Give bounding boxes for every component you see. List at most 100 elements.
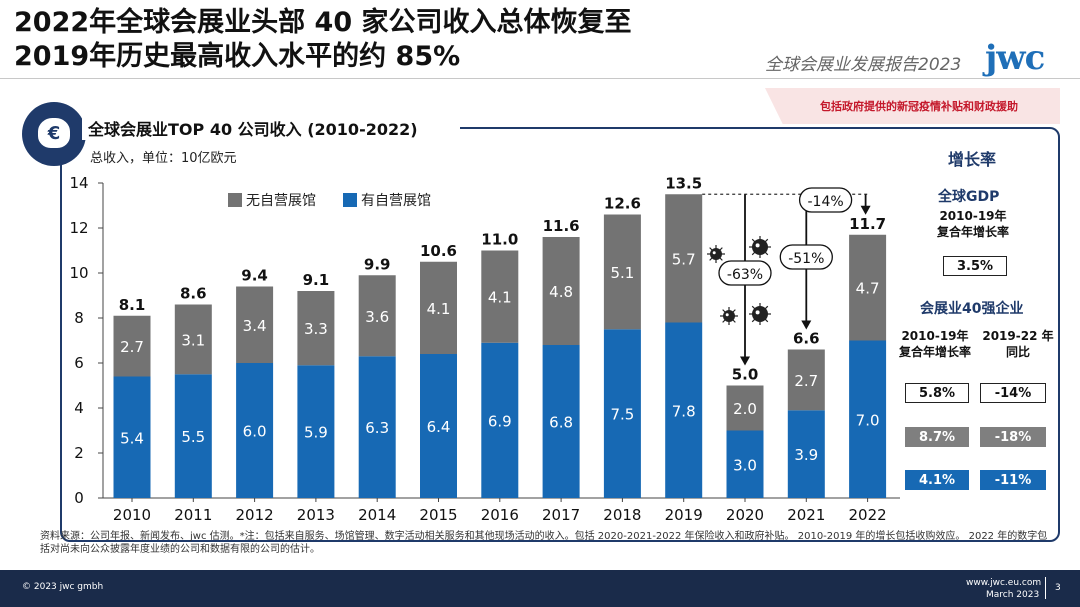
data-label-no-venue: 3.1 bbox=[181, 331, 205, 349]
x-tick-label: 2016 bbox=[481, 506, 519, 524]
bar-no-venue bbox=[787, 349, 825, 411]
growth-title: 增长率 bbox=[948, 150, 997, 169]
total-label: 8.1 bbox=[119, 296, 146, 314]
bar-with-venue bbox=[358, 356, 396, 498]
total-label: 11.0 bbox=[481, 231, 518, 249]
x-tick-label: 2011 bbox=[174, 506, 212, 524]
total-label: 9.1 bbox=[303, 271, 330, 289]
change-callout bbox=[718, 260, 772, 286]
data-label-no-venue: 5.1 bbox=[610, 264, 634, 282]
chart-title-backdrop bbox=[82, 114, 460, 140]
bar-no-venue bbox=[174, 304, 212, 375]
footer-url[interactable]: www.jwc.eu.com bbox=[966, 578, 1042, 588]
bar-with-venue bbox=[665, 322, 703, 498]
x-tick-label: 2018 bbox=[603, 506, 641, 524]
total-label: 9.9 bbox=[364, 255, 391, 273]
bar-no-venue bbox=[358, 275, 396, 357]
virus-icon bbox=[752, 239, 768, 255]
cagr-head-line1: 2010-19年 bbox=[901, 329, 969, 343]
data-label-with-venue: 6.8 bbox=[549, 414, 573, 432]
cagr-head-line2: 复合年增长率 bbox=[898, 345, 971, 359]
yoy-no-venue: -18% bbox=[980, 427, 1046, 447]
chart-title: 全球会展业TOP 40 公司收入 (2010-2022) bbox=[88, 120, 418, 139]
gdp-value: 3.5% bbox=[943, 256, 1007, 276]
bar-no-venue bbox=[665, 194, 703, 323]
x-tick-label: 2021 bbox=[787, 506, 825, 524]
footer-bar bbox=[0, 570, 1080, 607]
bar-with-venue bbox=[787, 410, 825, 498]
data-label-no-venue: 2.7 bbox=[794, 372, 818, 390]
x-tick-label: 2020 bbox=[726, 506, 764, 524]
total-label: 10.6 bbox=[420, 242, 457, 260]
y-tick-label: 14 bbox=[69, 174, 88, 192]
bar-no-venue bbox=[113, 315, 151, 377]
data-label-with-venue: 3.0 bbox=[733, 456, 757, 474]
legend-swatch-gray bbox=[228, 193, 242, 207]
bar-no-venue bbox=[849, 234, 887, 341]
data-label-with-venue: 7.0 bbox=[856, 411, 880, 429]
data-label-with-venue: 5.5 bbox=[181, 428, 205, 446]
x-tick-label: 2010 bbox=[113, 506, 151, 524]
bar-with-venue bbox=[542, 345, 580, 498]
bar-no-venue bbox=[420, 261, 457, 354]
report-name: 全球会展业发展报告2023 bbox=[765, 55, 962, 75]
drop-arrow-head bbox=[860, 205, 871, 215]
y-tick-label: 6 bbox=[74, 354, 84, 372]
bar-no-venue bbox=[603, 214, 641, 330]
y-tick-label: 4 bbox=[74, 399, 84, 417]
bar-no-venue bbox=[481, 250, 519, 343]
gdp-sub-line1: 2010-19年 bbox=[939, 209, 1007, 223]
total-label: 5.0 bbox=[732, 366, 759, 384]
bar-with-venue bbox=[113, 376, 151, 498]
page-title-line2: 2019年历史最高收入水平的约 85% bbox=[14, 41, 461, 72]
bar-with-venue bbox=[174, 374, 212, 498]
source-footnote: 资料来源：公司年报、新闻发布、jwc 估测。*注：包括来自服务、场馆管理、数字活… bbox=[40, 531, 1048, 555]
y-tick-label: 8 bbox=[74, 309, 84, 327]
bar-with-venue bbox=[297, 365, 335, 498]
y-tick-label: 0 bbox=[74, 489, 84, 507]
data-label-no-venue: 3.6 bbox=[365, 308, 389, 326]
change-callout bbox=[798, 187, 853, 213]
data-label-no-venue: 4.8 bbox=[549, 283, 573, 301]
header-divider bbox=[0, 78, 1080, 79]
virus-icon bbox=[752, 306, 768, 322]
total-label: 6.6 bbox=[793, 330, 820, 348]
bar-with-venue bbox=[481, 342, 519, 498]
cagr-total: 5.8% bbox=[905, 383, 969, 403]
yoy-total: -14% bbox=[980, 383, 1046, 403]
data-label-with-venue: 7.5 bbox=[610, 406, 634, 424]
change-callout-label: -14% bbox=[808, 194, 844, 210]
total-label: 13.5 bbox=[665, 174, 702, 192]
bar-no-venue bbox=[297, 291, 335, 366]
gdp-subheading: 2010-19年 复合年增长率 bbox=[918, 208, 1028, 240]
data-label-with-venue: 6.0 bbox=[243, 423, 267, 441]
data-label-no-venue: 4.1 bbox=[488, 289, 512, 307]
y-tick-label: 2 bbox=[74, 444, 84, 462]
data-label-no-venue: 3.4 bbox=[243, 317, 267, 335]
chart-unit: 总收入，单位：10亿欧元 bbox=[90, 151, 237, 166]
footer-divider bbox=[1045, 577, 1046, 599]
virus-dot bbox=[725, 313, 729, 317]
drop-arrow-head bbox=[801, 320, 812, 330]
data-label-no-venue: 4.7 bbox=[856, 280, 880, 298]
subsidy-banner-text: 包括政府提供的新冠疫情补贴和财政援助 bbox=[820, 100, 1018, 113]
yoy-column-head: 2019-22 年 同比 bbox=[978, 328, 1058, 360]
page-title: 2022年全球会展业头部 40 家公司收入总体恢复至 2019年历史最高收入水平… bbox=[14, 6, 632, 74]
data-label-no-venue: 4.1 bbox=[427, 300, 451, 318]
bar-no-venue bbox=[236, 286, 274, 363]
virus-icon bbox=[723, 310, 735, 322]
legend-item-no-venue: 无自营展馆 bbox=[228, 190, 316, 210]
bar-no-venue bbox=[542, 237, 580, 345]
virus-dot bbox=[712, 251, 716, 255]
data-label-with-venue: 5.9 bbox=[304, 424, 328, 442]
x-tick-label: 2014 bbox=[358, 506, 396, 524]
bar-with-venue bbox=[603, 329, 641, 498]
data-label-no-venue: 5.7 bbox=[672, 250, 696, 268]
drop-arrow-head bbox=[740, 356, 750, 366]
legend-item-with-venue: 有自营展馆 bbox=[343, 190, 431, 210]
total-label: 12.6 bbox=[604, 195, 641, 213]
legend-label: 有自营展馆 bbox=[361, 193, 431, 209]
x-tick-label: 2017 bbox=[542, 506, 580, 524]
gdp-heading: 全球GDP bbox=[938, 189, 1000, 205]
cagr-with-venue: 4.1% bbox=[905, 470, 969, 490]
